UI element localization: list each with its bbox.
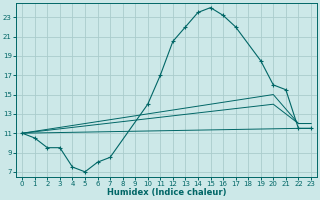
X-axis label: Humidex (Indice chaleur): Humidex (Indice chaleur) (107, 188, 226, 197)
